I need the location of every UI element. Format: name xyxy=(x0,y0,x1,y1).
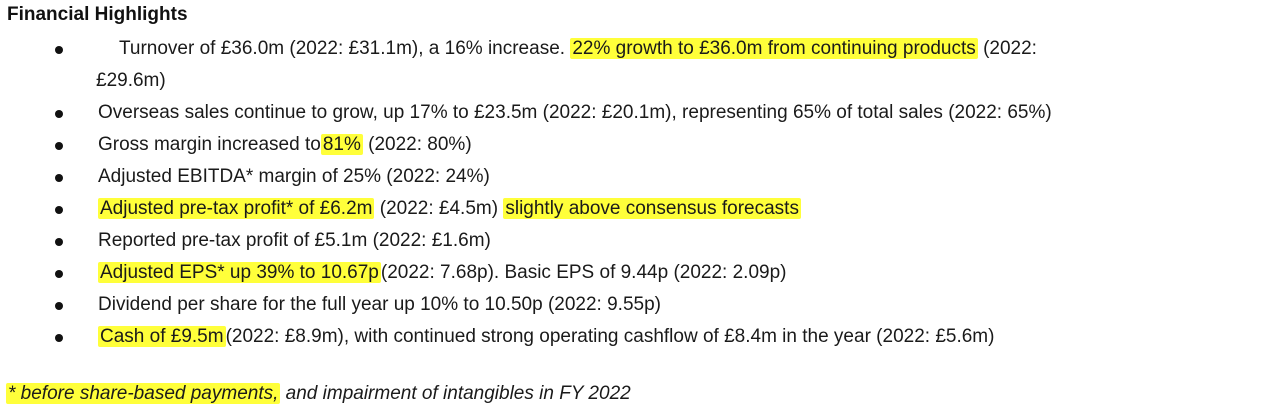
item-text: (2022: xyxy=(983,38,1037,59)
item-text: (2022: 80%) xyxy=(368,134,472,155)
bullet-icon xyxy=(55,174,63,182)
list-item-ebitda: Adjusted EBITDA* margin of 25% (2022: 24… xyxy=(0,161,1280,193)
list-item-dividend: Dividend per share for the full year up … xyxy=(0,289,1280,321)
list-item-cash: Cash of £9.5m (2022: £8.9m), with continu… xyxy=(0,321,1280,353)
item-text: Reported pre-tax profit of £5.1m (2022: … xyxy=(98,230,491,251)
highlighted-text: Adjusted EPS* up 39% to 10.67p xyxy=(98,262,381,283)
item-text-continuation: £29.6m) xyxy=(96,70,166,91)
list-item-eps: Adjusted EPS* up 39% to 10.67p (2022: 7.6… xyxy=(0,257,1280,289)
bullet-icon xyxy=(55,270,63,278)
section-title: Financial Highlights xyxy=(7,4,188,25)
bullet-icon xyxy=(55,46,63,54)
footnote: * before share-based payments, and impai… xyxy=(6,383,631,405)
highlighted-text: Adjusted pre-tax profit* of £6.2m xyxy=(98,198,375,219)
footnote-text: and impairment of intangibles in FY 2022 xyxy=(285,383,631,404)
item-text: Dividend per share for the full year up … xyxy=(98,294,661,315)
highlighted-text: slightly above consensus forecasts xyxy=(503,198,801,219)
list-item-reported-pretax-profit: Reported pre-tax profit of £5.1m (2022: … xyxy=(0,225,1280,257)
list-item-turnover: Turnover of £36.0m (2022: £31.1m), a 16%… xyxy=(0,33,1280,97)
bullet-icon xyxy=(55,334,63,342)
bullet-icon xyxy=(55,110,63,118)
item-text: (2022: £8.9m), with continued strong ope… xyxy=(225,326,995,347)
list-item-gross-margin: Gross margin increased to 81% (2022: 80%) xyxy=(0,129,1280,161)
item-text: Gross margin increased to xyxy=(98,134,321,155)
list-item-adjusted-pretax-profit: Adjusted pre-tax profit* of £6.2m (2022:… xyxy=(0,193,1280,225)
list-item-overseas-sales: Overseas sales continue to grow, up 17% … xyxy=(0,97,1280,129)
highlighted-text: Cash of £9.5m xyxy=(98,326,226,347)
bullet-icon xyxy=(55,142,63,150)
highlighted-text: 22% growth to £36.0m from continuing pro… xyxy=(570,38,978,59)
highlighted-text: 81% xyxy=(320,134,363,155)
item-text: Overseas sales continue to grow, up 17% … xyxy=(98,102,1052,123)
item-text: Turnover of £36.0m (2022: £31.1m), a 16%… xyxy=(119,38,566,59)
highlights-list: Turnover of £36.0m (2022: £31.1m), a 16%… xyxy=(0,33,1280,353)
highlighted-text: * before share-based payments, xyxy=(6,383,281,404)
bullet-icon xyxy=(55,238,63,246)
item-text: Adjusted EBITDA* margin of 25% (2022: 24… xyxy=(98,166,490,187)
bullet-icon xyxy=(55,206,63,214)
item-text: (2022: £4.5m) xyxy=(379,198,499,219)
item-text: (2022: 7.68p). Basic EPS of 9.44p (2022:… xyxy=(380,262,787,283)
bullet-icon xyxy=(55,302,63,310)
